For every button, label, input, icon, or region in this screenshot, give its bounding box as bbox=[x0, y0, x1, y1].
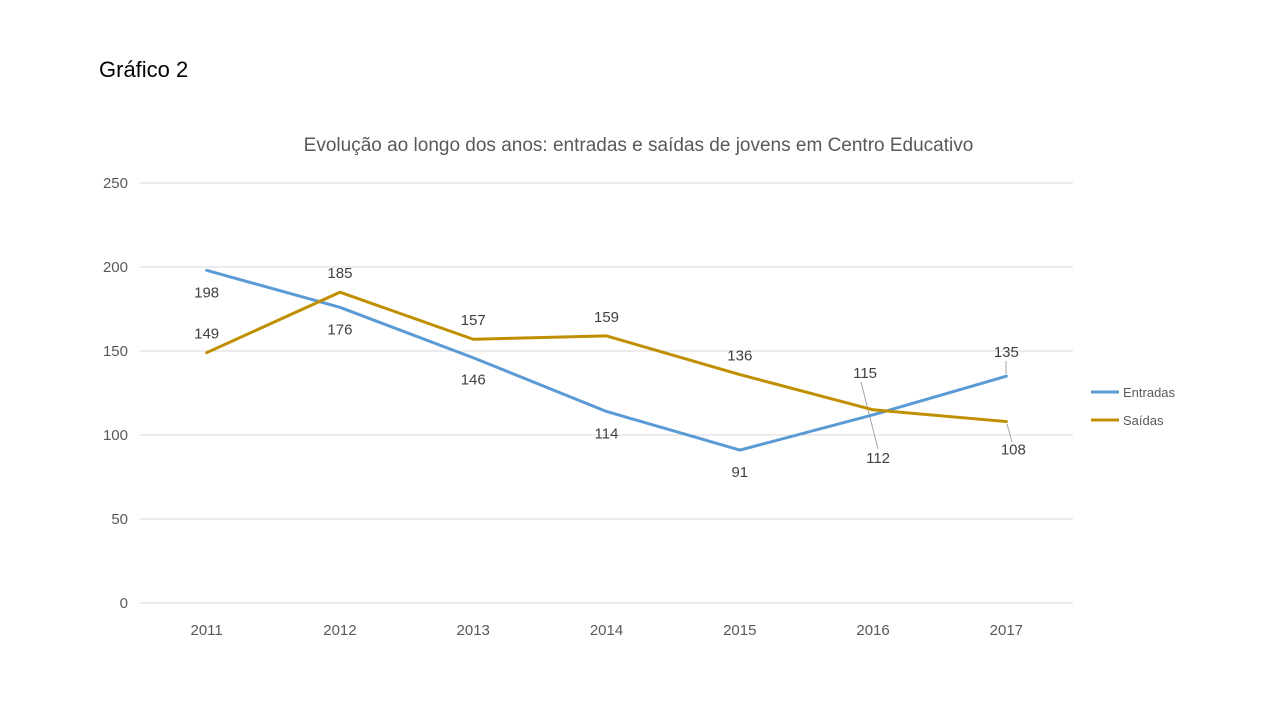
data-label-saídas: 159 bbox=[594, 309, 619, 326]
data-label-entradas: 112 bbox=[866, 450, 890, 467]
data-label-entradas: 198 bbox=[194, 284, 219, 301]
series-line-entradas bbox=[205, 268, 1008, 452]
y-axis-tick-label: 250 bbox=[103, 175, 128, 192]
chart-title: Evolução ao longo dos anos: entradas e s… bbox=[303, 135, 974, 156]
data-label-entradas: 114 bbox=[595, 425, 619, 442]
y-axis-tick-label: 50 bbox=[111, 511, 128, 528]
legend-label-saídas: Saídas bbox=[1123, 413, 1164, 428]
data-label-saídas: 185 bbox=[327, 265, 352, 282]
x-axis-category-label: 2016 bbox=[856, 622, 889, 639]
data-label-entradas: 135 bbox=[994, 344, 1019, 361]
data-label-saídas: 157 bbox=[461, 312, 486, 329]
slide-heading: Gráfico 2 bbox=[99, 57, 189, 82]
x-axis-category-label: 2014 bbox=[590, 622, 623, 639]
data-label-saídas: 115 bbox=[853, 365, 877, 382]
x-axis-category-label: 2013 bbox=[457, 622, 490, 639]
data-label-leader-line bbox=[1006, 423, 1013, 443]
legend-label-entradas: Entradas bbox=[1123, 385, 1176, 400]
x-axis-category-label: 2011 bbox=[191, 622, 223, 639]
series-line-saídas bbox=[205, 290, 1008, 424]
data-label-entradas: 176 bbox=[327, 321, 352, 338]
x-axis-category-label: 2017 bbox=[990, 622, 1023, 639]
y-axis-tick-label: 150 bbox=[103, 343, 128, 360]
x-axis-category-label: 2012 bbox=[323, 622, 356, 639]
data-label-entradas: 146 bbox=[461, 372, 486, 389]
y-axis-tick-label: 200 bbox=[103, 259, 128, 276]
x-axis-category-label: 2015 bbox=[723, 622, 756, 639]
data-label-saídas: 149 bbox=[194, 326, 219, 343]
data-label-saídas: 108 bbox=[1001, 442, 1026, 459]
data-label-entradas: 91 bbox=[731, 464, 748, 481]
y-axis-tick-label: 100 bbox=[103, 427, 128, 444]
data-label-saídas: 136 bbox=[727, 348, 752, 365]
y-axis-tick-label: 0 bbox=[120, 595, 128, 612]
